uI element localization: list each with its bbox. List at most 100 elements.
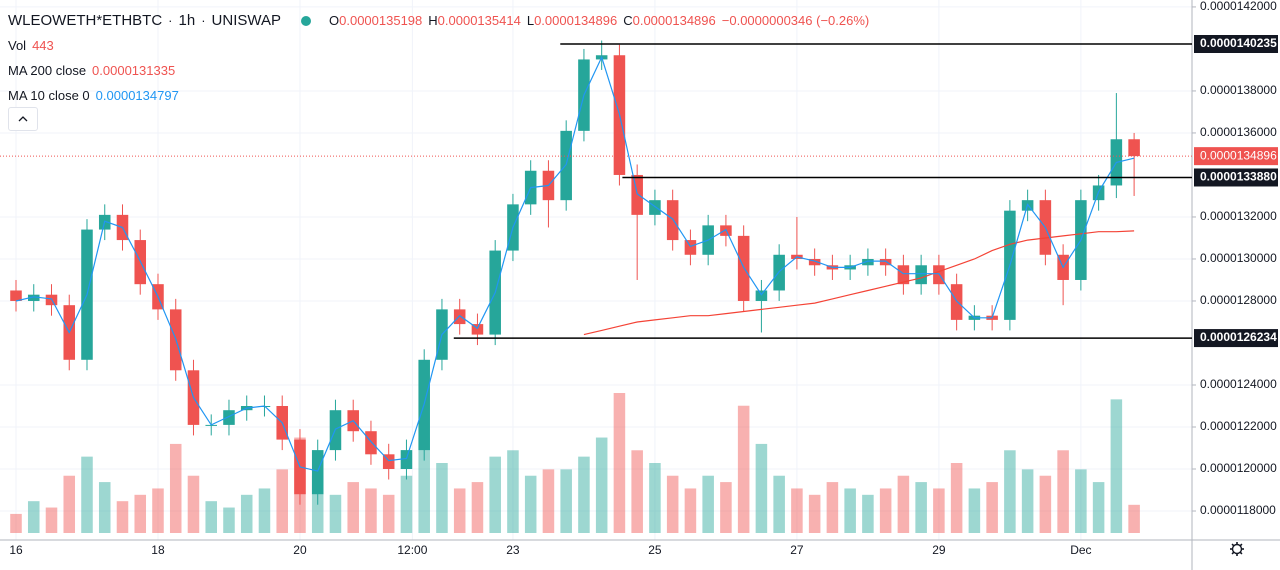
volume-bar: [862, 494, 874, 533]
x-tick-label: 23: [506, 543, 520, 557]
x-tick-label: Dec: [1070, 543, 1091, 557]
level-label: 0.0000126234: [1200, 330, 1277, 344]
ohlc-item: C0.0000134896: [623, 8, 716, 33]
collapse-button[interactable]: [8, 107, 38, 131]
volume-bar: [808, 494, 821, 533]
x-tick-label: 29: [932, 543, 946, 557]
candle-body: [879, 258, 892, 266]
volume-bar: [950, 463, 963, 533]
volume-bar: [986, 482, 998, 533]
legend-value: 443: [32, 38, 54, 53]
change: −0.0000000346 (−0.26%): [721, 13, 870, 28]
ohlc-label: O: [329, 13, 340, 28]
volume-bar: [897, 475, 910, 533]
candle-body: [808, 258, 821, 266]
volume-bar: [968, 488, 981, 533]
candle-body: [631, 174, 643, 215]
y-tick-label: 0.0000132000: [1200, 209, 1277, 223]
candle-body: [649, 200, 661, 215]
volume-bar: [737, 405, 750, 533]
volume-bar: [81, 456, 93, 533]
legend: WLEOWETH*ETHBTC · 1h · UNISWAP O0.000013…: [8, 8, 869, 108]
volume-bar: [187, 475, 200, 533]
level-tag: [1194, 168, 1278, 187]
x-tick-label: 18: [151, 543, 165, 557]
volume-bar: [329, 494, 342, 533]
ohlc-item: H0.0000135414: [428, 8, 521, 33]
volume-bar: [684, 488, 697, 533]
candle-body: [1128, 139, 1140, 157]
ohlc-value: 0.0000135198: [339, 13, 423, 28]
x-tick-label: 27: [790, 543, 804, 557]
volume-bar: [258, 488, 271, 533]
candle-body: [27, 294, 40, 301]
y-tick-label: 0.0000130000: [1200, 251, 1277, 265]
symbol: WLEOWETH*ETHBTC: [8, 12, 163, 29]
vol-legend: Vol 443: [8, 33, 869, 58]
volume-bar: [205, 501, 217, 533]
volume-bar: [844, 488, 856, 533]
volume-bar: [471, 482, 484, 533]
gear-tooth: [1239, 543, 1243, 547]
level-tag: [1194, 329, 1278, 348]
volume-bar: [1110, 399, 1123, 533]
volume-bar: [152, 488, 164, 533]
candle-body: [223, 410, 235, 425]
candle-body: [915, 265, 927, 285]
ma-line: [583, 230, 1135, 336]
y-tick-label: 0.0000136000: [1200, 125, 1277, 139]
volume-bar: [63, 475, 76, 533]
candle-body: [382, 454, 395, 470]
ma10-legend: MA 10 close 0 0.0000134797: [8, 83, 869, 108]
volume-bar: [1004, 450, 1016, 533]
y-tick-label: 0.0000120000: [1200, 461, 1277, 475]
y-tick-label: 0.0000124000: [1200, 377, 1277, 391]
volume-bar: [382, 494, 395, 533]
last-price-label: 0.0000134896: [1200, 148, 1277, 162]
volume-bar: [365, 488, 377, 533]
volume-bar: [169, 443, 182, 533]
ohlc-label: H: [428, 13, 438, 28]
gear-tooth: [1231, 551, 1235, 555]
volume-bar: [578, 456, 590, 533]
exchange: UNISWAP: [211, 12, 281, 29]
separator: ·: [201, 13, 206, 28]
volume-bar: [1057, 450, 1069, 533]
volume-bar: [276, 469, 288, 533]
ohlc-value: 0.0000134896: [534, 13, 618, 28]
candle-body: [10, 290, 22, 301]
ohlc-label: C: [623, 13, 633, 28]
volume-bar: [915, 482, 927, 533]
volume-bar: [1039, 475, 1052, 533]
volume-bar: [240, 494, 253, 533]
ma-line: [15, 55, 1135, 472]
candle-body: [453, 309, 466, 325]
symbol-row: WLEOWETH*ETHBTC · 1h · UNISWAP O0.000013…: [8, 8, 869, 33]
candle-body: [560, 130, 572, 201]
ohlc-item: L0.0000134896: [527, 8, 617, 33]
volume-bar: [524, 475, 537, 533]
y-tick-label: 0.0000122000: [1200, 419, 1277, 433]
volume-bar: [436, 463, 448, 533]
volume-bar: [400, 475, 413, 533]
volume-bar: [418, 437, 430, 533]
y-tick-label: 0.0000142000: [1200, 0, 1277, 13]
candle-body: [365, 431, 377, 455]
ma200-legend: MA 200 close 0.0000131335: [8, 58, 869, 83]
volume-bar: [631, 450, 643, 533]
level-label: 0.0000133880: [1200, 170, 1277, 184]
volume-bar: [613, 393, 626, 533]
x-tick-label: 16: [9, 543, 23, 557]
candle-body: [684, 240, 697, 255]
chevron: [18, 116, 28, 122]
gear-tooth: [1239, 551, 1243, 555]
volume-bar: [560, 469, 572, 533]
volume-bar: [826, 482, 839, 533]
volume-bar: [595, 437, 608, 533]
x-tick-label: 12:00: [397, 543, 427, 557]
y-tick-label: 0.0000138000: [1200, 83, 1277, 97]
settings-icon[interactable]: [1230, 542, 1244, 556]
candle-body: [471, 324, 484, 335]
